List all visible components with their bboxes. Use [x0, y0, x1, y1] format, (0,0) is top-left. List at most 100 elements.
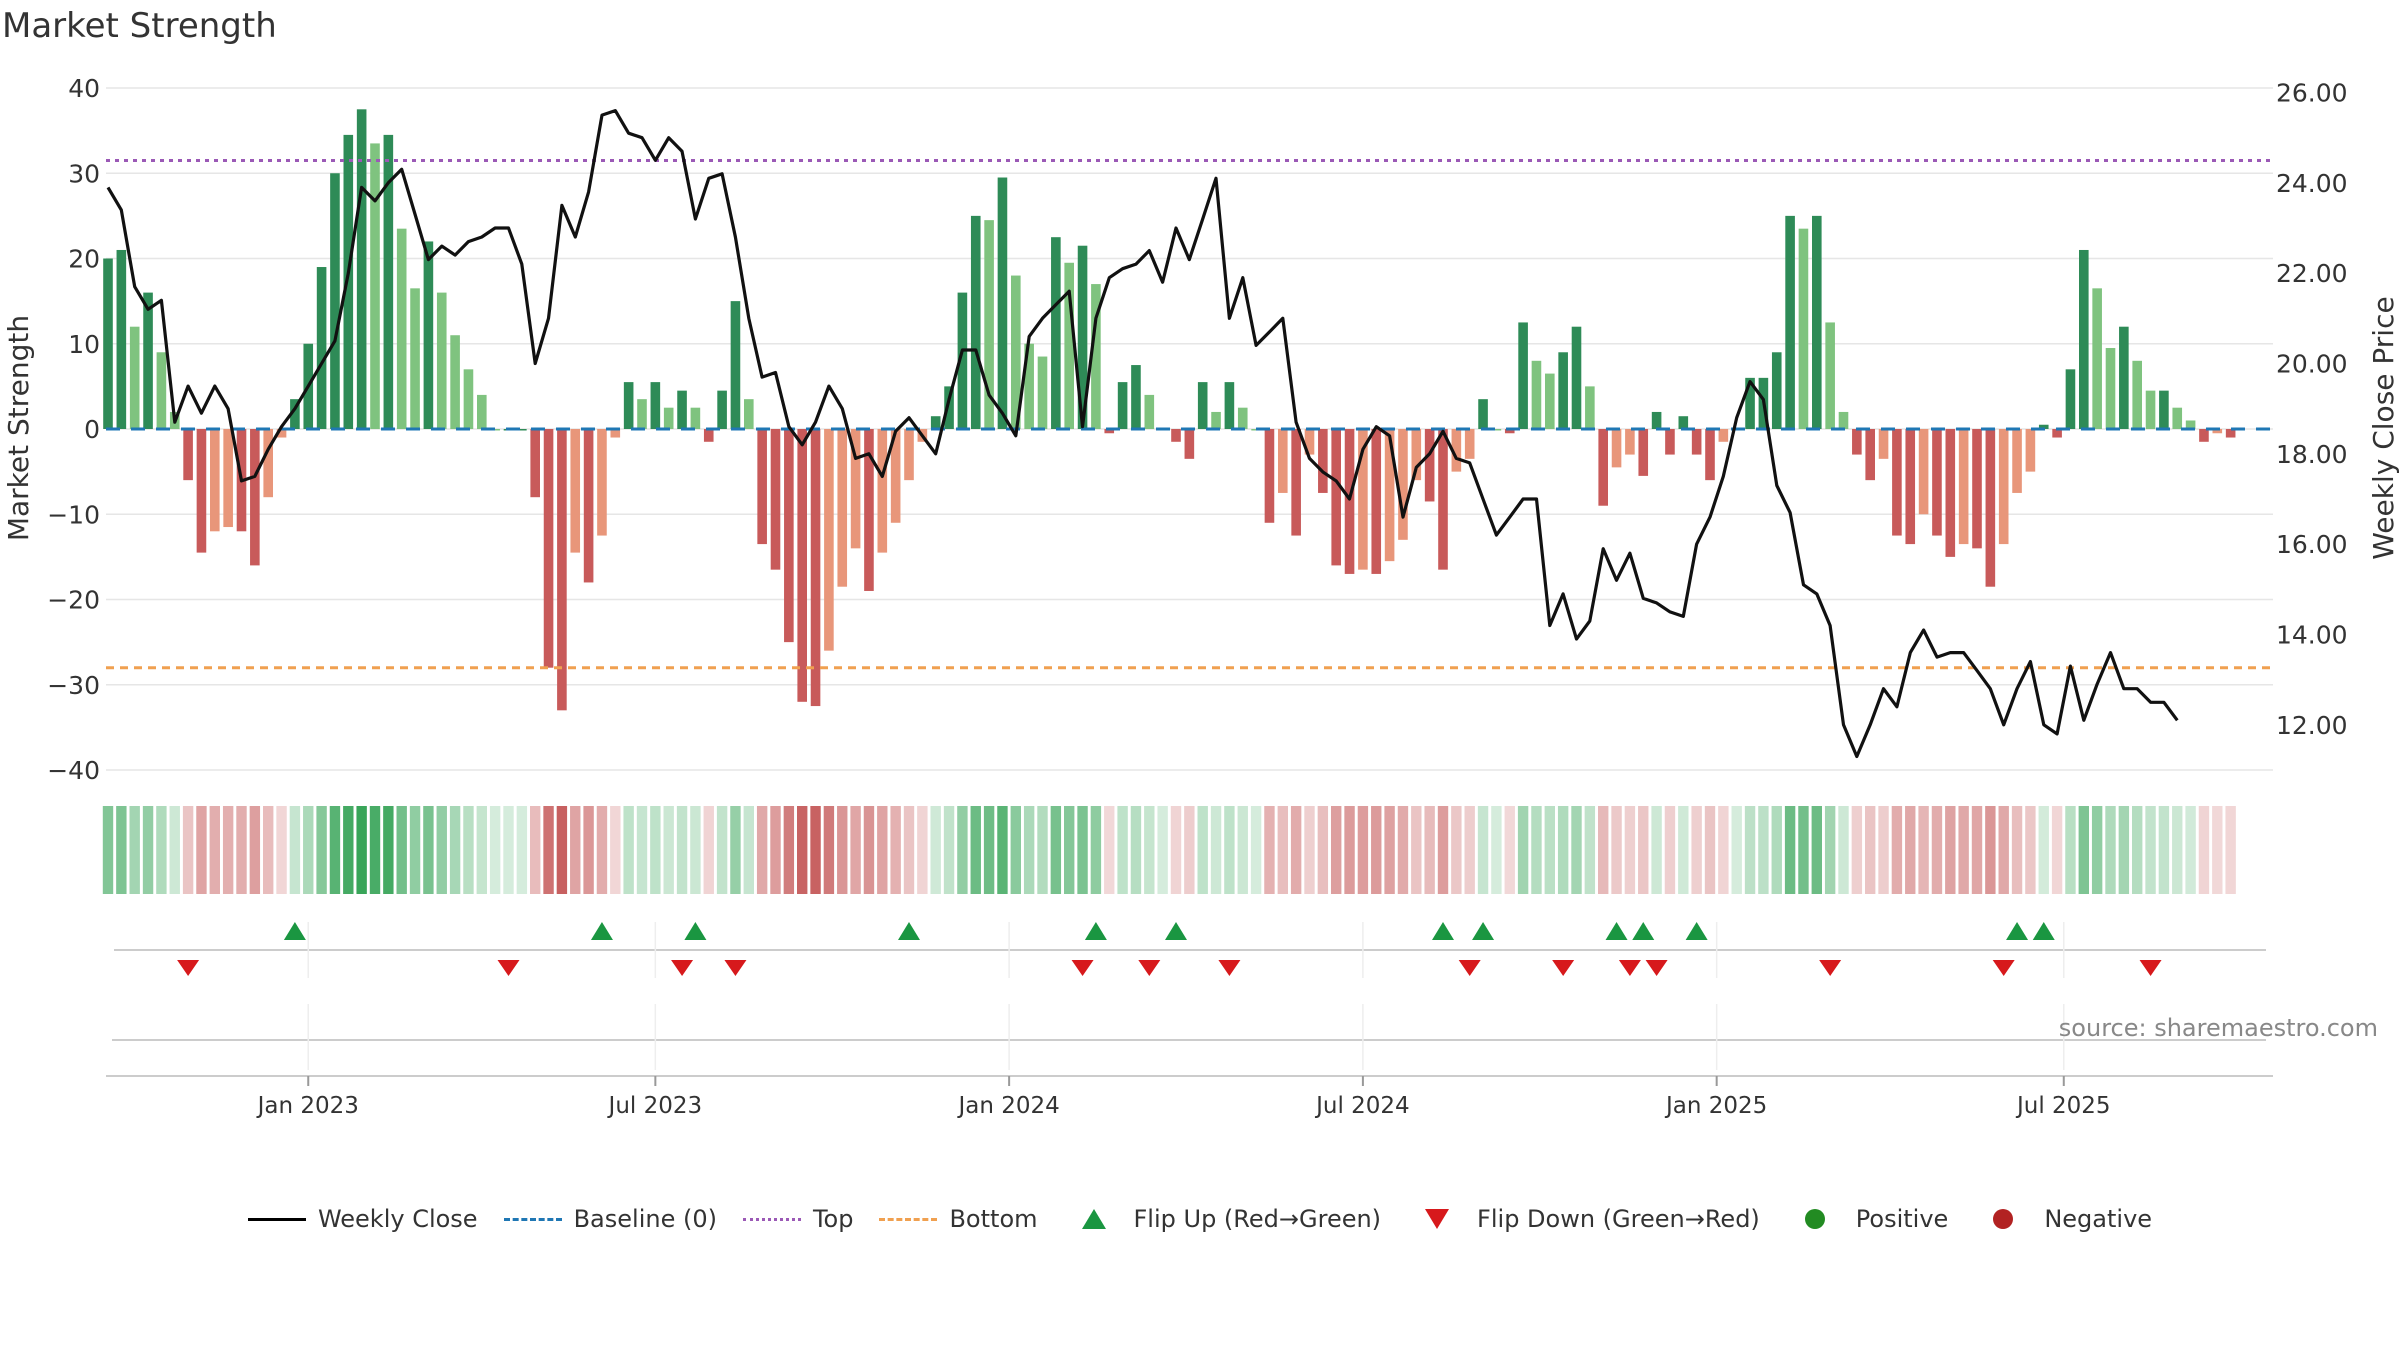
heat-cell [716, 806, 728, 894]
left-tick-label: −30 [47, 671, 100, 700]
strength-bar [824, 429, 834, 651]
heat-cell [116, 806, 127, 894]
heat-cell [1331, 806, 1342, 894]
strength-bar [250, 429, 260, 566]
strength-bar [143, 292, 153, 429]
heat-cell [2132, 806, 2143, 894]
flip-down-marker [1138, 960, 1161, 976]
heat-cell [2212, 806, 2223, 894]
strength-bar [1051, 237, 1061, 429]
right-tick-label: 14.00 [2276, 621, 2348, 650]
heat-cell [222, 806, 234, 894]
heat-cell [1798, 806, 1809, 894]
strength-bar [370, 143, 380, 429]
left-axis: 40 30 20 10 0 −10 −20 −30 −40 [47, 74, 2273, 785]
heat-cell [1824, 806, 1836, 894]
legend-label-close: Weekly Close [317, 1205, 478, 1233]
strength-bar [1571, 326, 1582, 429]
heat-cell [1464, 806, 1475, 894]
heat-cell [983, 806, 995, 894]
strength-bar [1411, 429, 1422, 481]
heat-cell [877, 806, 888, 894]
heat-cell [850, 806, 861, 894]
strength-bar [1077, 245, 1088, 429]
triangle-down-icon [1407, 1209, 1465, 1229]
green-dot-icon [1786, 1209, 1844, 1229]
x-tick-label: Jul 2025 [2015, 1093, 2111, 1119]
right-tick-label: 20.00 [2276, 350, 2348, 379]
heat-cell [102, 806, 114, 894]
heat-cell [1344, 806, 1355, 894]
strength-bar [930, 416, 941, 429]
strength-bar [1892, 429, 1902, 536]
heat-cell [1517, 806, 1529, 894]
strength-bar [463, 369, 474, 429]
heat-cell [1424, 806, 1435, 894]
legend-item-flip-up[interactable]: Flip Up (Red→Green) [1064, 1205, 1381, 1233]
heat-cell [1130, 806, 1142, 894]
strength-bar [1771, 352, 1782, 429]
strength-bar [970, 215, 981, 429]
legend-item-flip-down[interactable]: Flip Down (Green→Red) [1407, 1205, 1760, 1233]
strength-bar [1464, 429, 1475, 459]
right-tick-label: 18.00 [2276, 440, 2348, 469]
strength-bar [517, 429, 527, 431]
strength-bar [1545, 373, 1555, 429]
heat-cell [1037, 806, 1048, 894]
chart-title: Market Strength [2, 6, 277, 46]
heat-cell [1090, 806, 1102, 894]
strength-bar [1358, 429, 1368, 570]
heat-cell [2091, 806, 2103, 894]
heat-cell [1170, 806, 1182, 894]
left-tick-label: 40 [68, 74, 100, 103]
legend-item-baseline[interactable]: Baseline (0) [503, 1205, 717, 1233]
legend-label-negative: Negative [2044, 1205, 2153, 1233]
strength-bar [1531, 360, 1542, 429]
heat-cell [463, 806, 474, 894]
right-axis-label: Weekly Close Price [2367, 296, 2400, 559]
flip-up-marker [1165, 922, 1187, 940]
strength-bar [703, 429, 714, 442]
heat-cell [797, 806, 808, 894]
heat-cell [2198, 806, 2210, 894]
strength-bar [316, 267, 327, 429]
heat-cell [1357, 806, 1369, 894]
x-axis: Jan 2023 Jul 2023 Jan 2024 Jul 2024 Jan 2025… [256, 922, 2111, 1119]
strength-bar [1785, 215, 1795, 429]
strength-bar [1518, 322, 1528, 429]
strength-bar [156, 352, 167, 429]
strength-bar [530, 429, 540, 498]
legend-item-bottom[interactable]: Bottom [879, 1205, 1038, 1233]
strength-bar [1224, 382, 1235, 429]
heat-cell [1317, 806, 1329, 894]
left-tick-label: 10 [68, 330, 100, 359]
heat-cell [1784, 806, 1796, 894]
flip-up-marker [1605, 922, 1628, 940]
heat-cell [396, 806, 407, 894]
strength-bar [1371, 429, 1382, 574]
strength-bar [1812, 215, 1822, 429]
heat-cell [783, 806, 795, 894]
strength-bar [436, 292, 447, 429]
heat-cell [2065, 806, 2076, 894]
heat-cell [476, 806, 487, 894]
heat-cell [2172, 806, 2183, 894]
heat-cell [196, 806, 207, 894]
heat-cell [1771, 806, 1782, 894]
heat-cell [263, 806, 274, 894]
strength-bar [810, 429, 821, 707]
heat-cell [903, 806, 915, 894]
heat-cell [650, 806, 661, 894]
legend-item-close[interactable]: Weekly Close [247, 1205, 478, 1233]
strength-bar [1478, 399, 1488, 429]
strength-bar [1985, 429, 1996, 587]
legend-item-top[interactable]: Top [742, 1205, 853, 1233]
legend-item-positive[interactable]: Positive [1786, 1205, 1948, 1233]
legend-item-negative[interactable]: Negative [1974, 1205, 2152, 1233]
heat-cell [2011, 806, 2023, 894]
flip-up-marker [590, 922, 613, 940]
heat-cell [703, 806, 714, 894]
heat-cell [1958, 806, 1969, 894]
